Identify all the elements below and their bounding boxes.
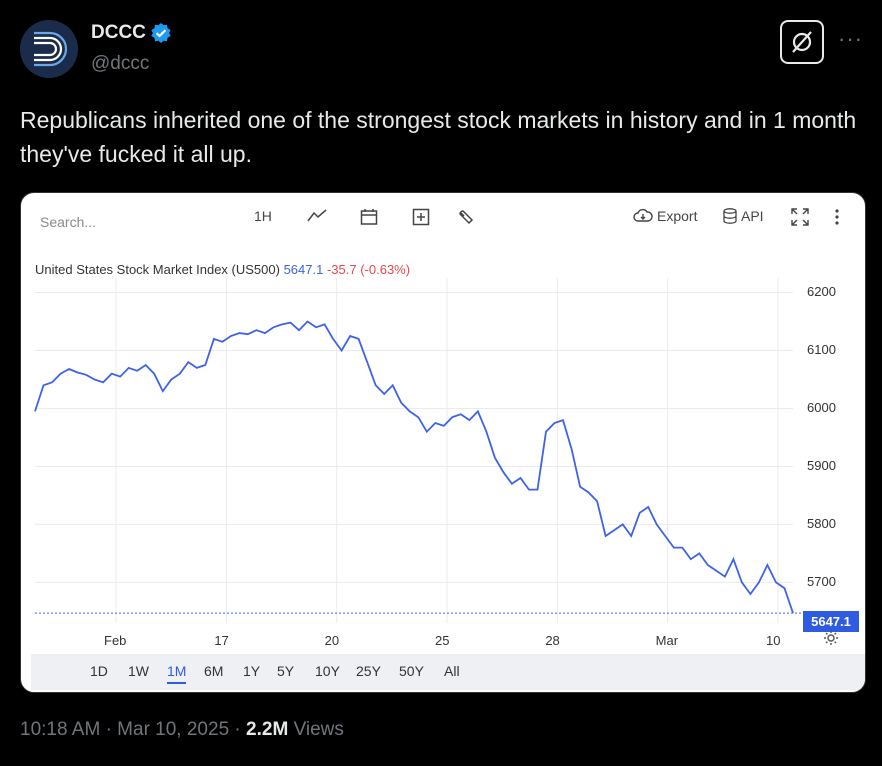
range-tab-1w[interactable]: 1W xyxy=(128,663,149,679)
chart-last-price: 5647.1 xyxy=(283,262,324,277)
chart-toolbar: Search... 1H Export API xyxy=(21,193,865,241)
grok-icon xyxy=(792,31,812,53)
meta-separator: · xyxy=(105,719,118,740)
cloud-download-icon xyxy=(633,208,653,222)
wrench-icon[interactable] xyxy=(457,208,475,226)
x-tick-label: 10 xyxy=(766,633,781,648)
chart-search-input[interactable]: Search... xyxy=(40,214,97,230)
x-tick-label: 20 xyxy=(324,633,340,648)
database-icon xyxy=(723,208,737,224)
x-tick-label: 25 xyxy=(435,633,450,648)
range-selector: 1D 1W 1M 6M 1Y 5Y 10Y 25Y 50Y All xyxy=(31,654,865,690)
chart-settings-gear-icon[interactable] xyxy=(823,630,839,646)
interval-selector[interactable]: 1H xyxy=(254,208,272,224)
chart-title-text: United States Stock Market Index (US500) xyxy=(35,262,280,277)
tweet-text: Republicans inherited one of the stronge… xyxy=(20,107,857,167)
export-label: Export xyxy=(657,208,698,224)
range-tab-10y[interactable]: 10Y xyxy=(315,663,340,679)
calendar-icon[interactable] xyxy=(360,208,378,226)
chart-type-icon[interactable] xyxy=(307,208,327,224)
verified-badge-icon[interactable] xyxy=(150,22,172,44)
views-label: Views xyxy=(293,719,344,740)
more-options-icon[interactable]: ··· xyxy=(838,26,863,51)
add-indicator-icon[interactable] xyxy=(412,208,430,226)
tweet-time[interactable]: 10:18 AM xyxy=(20,719,101,740)
range-tab-6m[interactable]: 6M xyxy=(204,663,224,679)
series-line xyxy=(34,320,794,614)
x-tick-label: 17 xyxy=(214,633,229,648)
export-button[interactable]: Export xyxy=(633,208,697,224)
meta-separator: · xyxy=(234,719,247,740)
x-tick-label: 28 xyxy=(545,633,560,648)
range-tab-5y[interactable]: 5Y xyxy=(277,663,295,679)
range-tab-50y[interactable]: 50Y xyxy=(399,663,424,679)
chart-change: -35.7 (-0.63%) xyxy=(326,262,411,277)
y-tick-label: 6100 xyxy=(807,342,836,358)
y-tick-label: 5900 xyxy=(807,458,836,474)
fullscreen-icon[interactable] xyxy=(791,208,809,226)
y-tick-label: 5800 xyxy=(807,516,836,532)
dccc-logo-icon xyxy=(20,20,78,78)
chart-title: United States Stock Market Index (US500)… xyxy=(35,262,410,277)
tweet-date[interactable]: Mar 10, 2025 xyxy=(117,719,230,740)
range-tab-1y[interactable]: 1Y xyxy=(243,663,261,679)
user-name[interactable]: DCCC xyxy=(91,22,146,43)
tweet-meta: 10:18 AM · Mar 10, 2025 · 2.2M Views xyxy=(20,719,344,741)
user-handle[interactable]: @dccc xyxy=(91,53,150,74)
grok-button[interactable] xyxy=(780,20,824,64)
y-tick-label: 6000 xyxy=(807,400,836,416)
range-tab-1d[interactable]: 1D xyxy=(90,663,108,679)
range-tab-1m[interactable]: 1M xyxy=(167,663,187,684)
chart-menu-icon[interactable] xyxy=(834,208,840,226)
x-tick-label: Feb xyxy=(104,633,127,648)
views-count: 2.2M xyxy=(246,719,289,740)
range-tab-all[interactable]: All xyxy=(444,663,460,679)
x-tick-label: Mar xyxy=(655,633,679,648)
last-price-tag: 5647.1 xyxy=(803,611,859,632)
y-tick-label: 5700 xyxy=(807,574,836,590)
api-label: API xyxy=(741,208,764,224)
chart-card[interactable]: Search... 1H Export API United States xyxy=(20,192,866,693)
user-name-row[interactable]: DCCC xyxy=(91,22,172,44)
api-button[interactable]: API xyxy=(723,208,764,224)
avatar[interactable] xyxy=(20,20,78,78)
range-tab-25y[interactable]: 25Y xyxy=(356,663,381,679)
y-tick-label: 6200 xyxy=(807,284,836,300)
